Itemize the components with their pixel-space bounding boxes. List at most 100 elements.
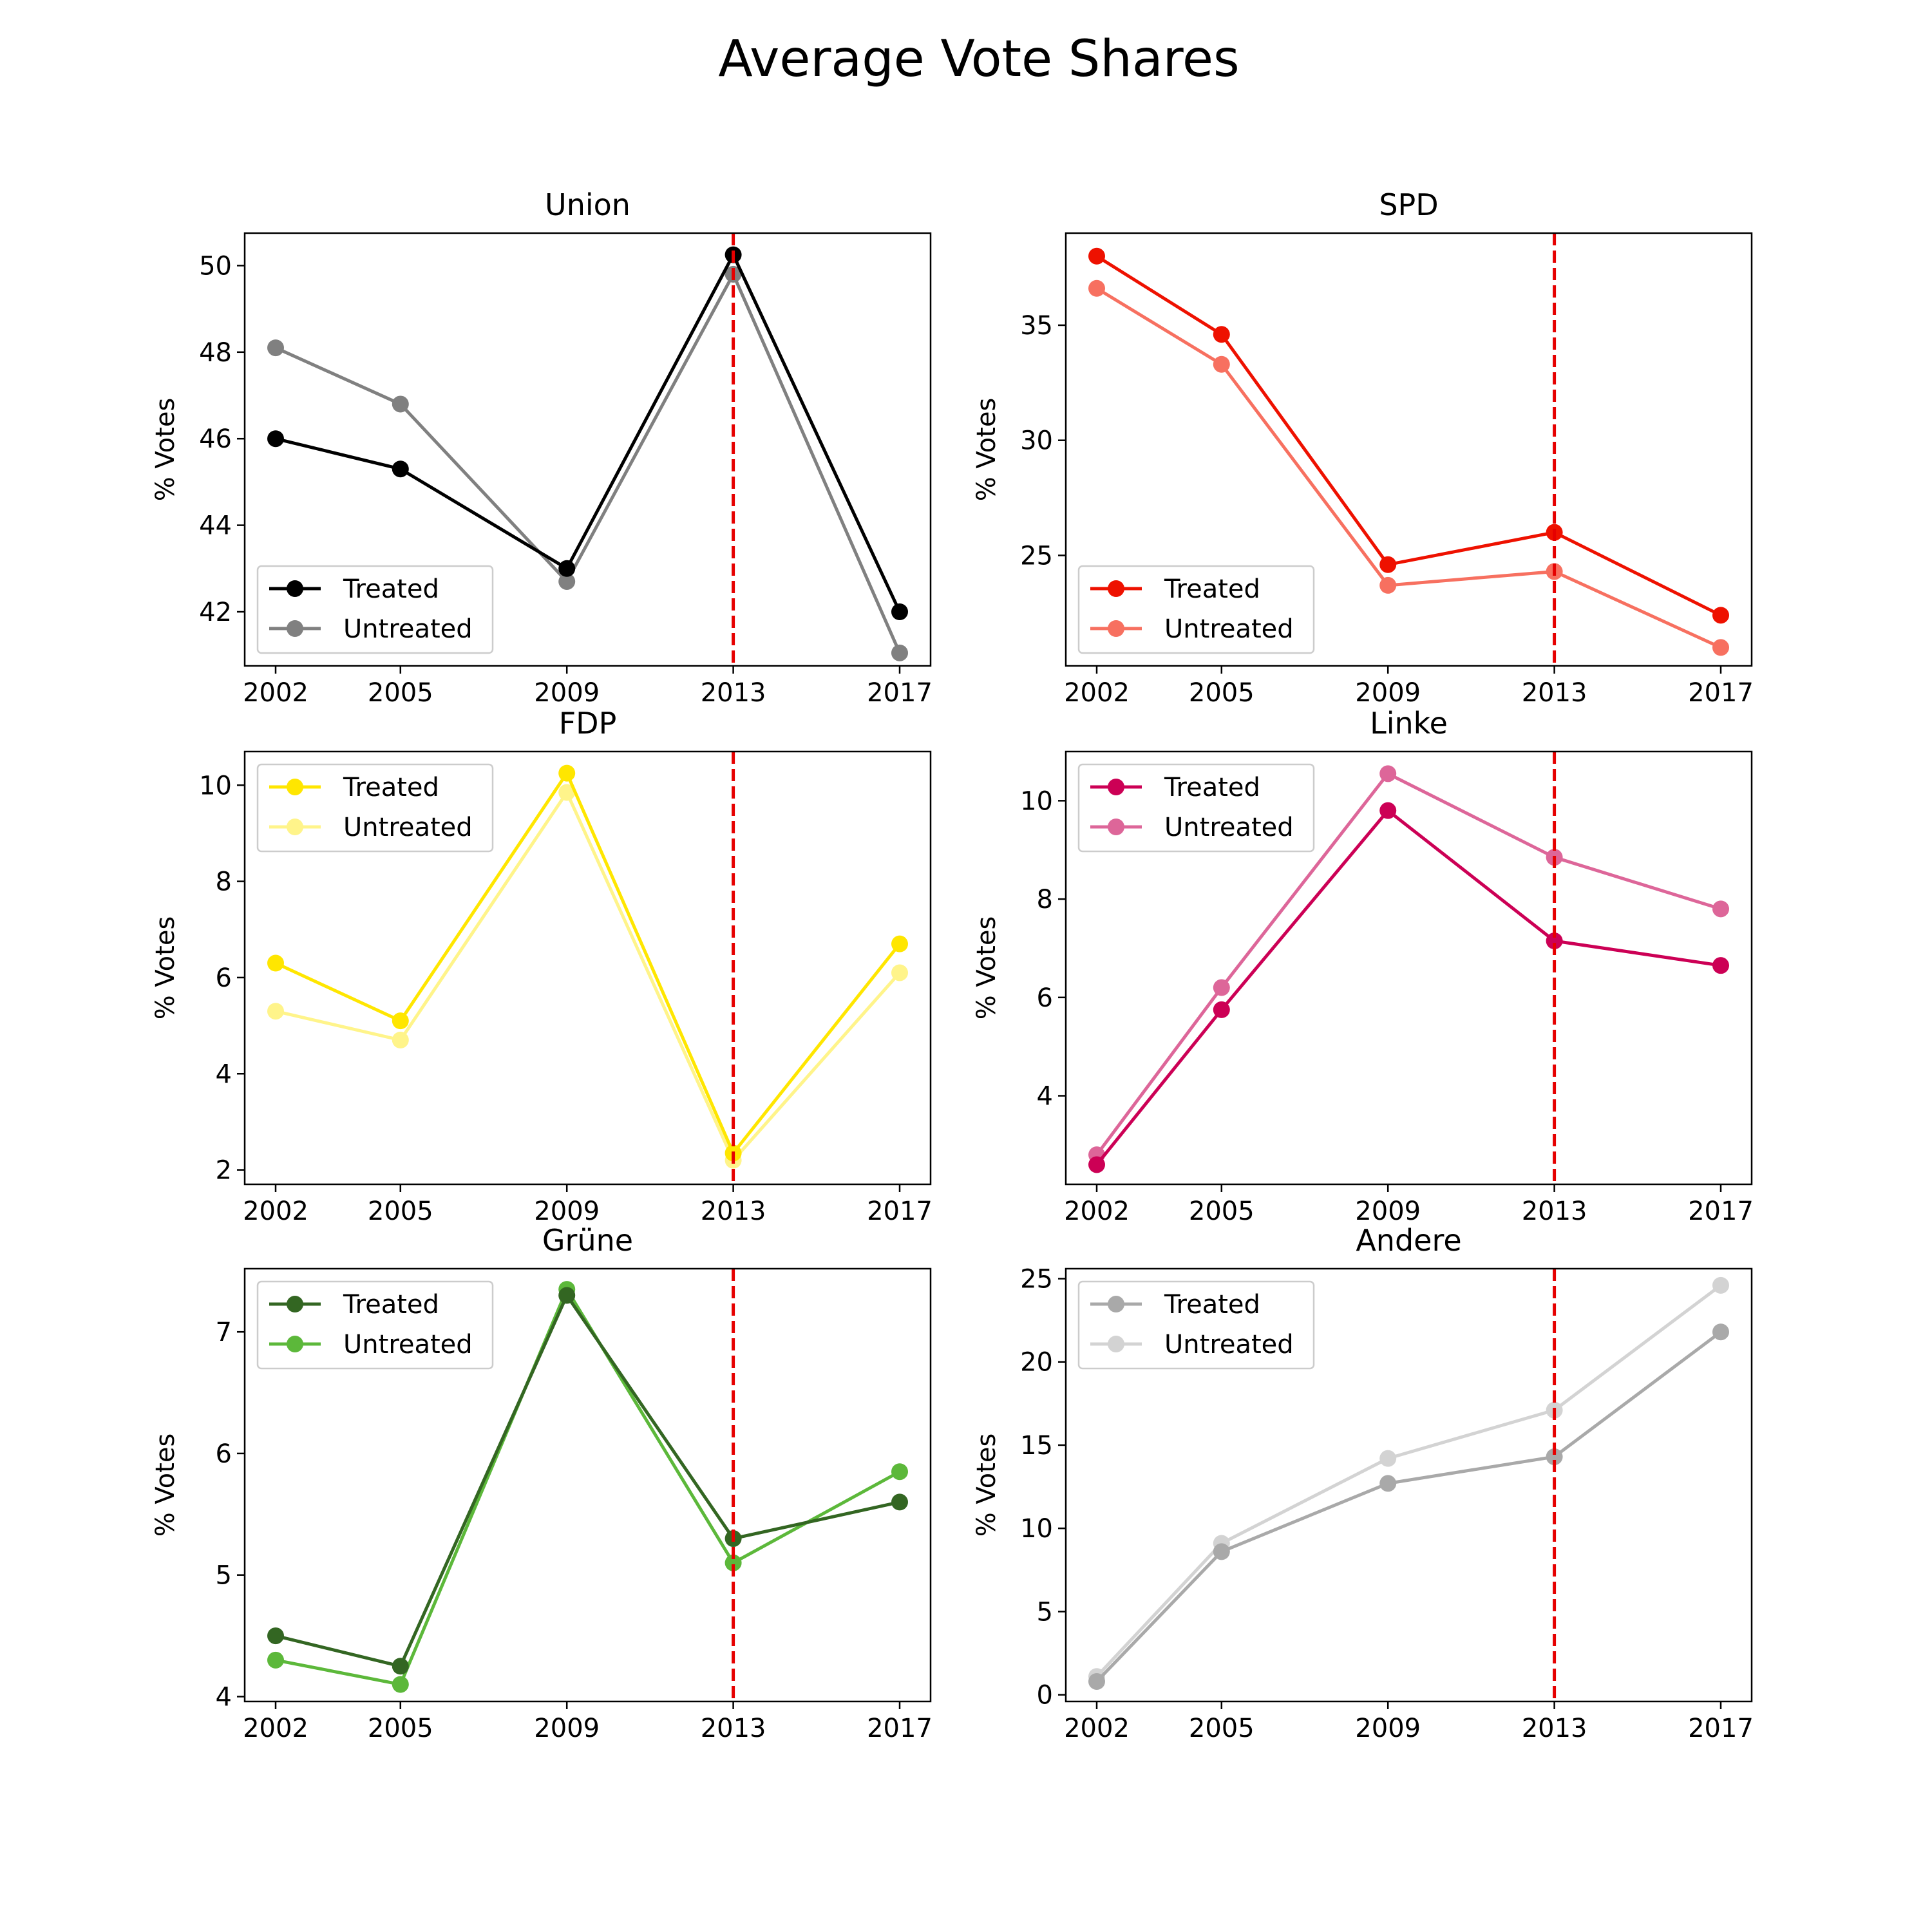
legend-swatch-marker — [287, 1336, 303, 1352]
x-tick-label: 2017 — [867, 1197, 933, 1226]
y-tick-label: 5 — [216, 1561, 232, 1591]
x-tick-label: 2017 — [867, 678, 933, 708]
x-tick-label: 2002 — [243, 1197, 308, 1226]
y-axis-label: % Votes — [151, 916, 180, 1020]
x-tick-label: 2009 — [534, 1197, 600, 1226]
y-tick-label: 0 — [1037, 1681, 1053, 1710]
legend-swatch-marker — [287, 779, 303, 795]
y-axis-label: % Votes — [151, 398, 180, 502]
y-tick-label: 25 — [1020, 541, 1053, 571]
data-point-treated — [1213, 326, 1230, 343]
y-tick-label: 6 — [216, 963, 232, 993]
y-axis-label: % Votes — [151, 1434, 180, 1537]
y-tick-label: 4 — [216, 1682, 232, 1712]
panel-title-andere: Andere — [1356, 1223, 1461, 1258]
y-tick-label: 50 — [199, 251, 232, 281]
data-point-untreated — [1379, 765, 1397, 782]
legend: Treated Untreated — [256, 1280, 494, 1370]
data-point-treated — [1379, 556, 1397, 573]
panel-title-fdp: FDP — [559, 706, 617, 741]
data-point-treated — [1546, 933, 1563, 949]
panel-union: Union % Votes 42 44 46 48 50 2002 2005 2009 2013 20… — [151, 187, 933, 708]
legend-label-untreated: Untreated — [343, 614, 473, 644]
legend: Treated Untreated — [1077, 565, 1315, 654]
x-tick-label: 2009 — [1355, 678, 1421, 708]
y-tick-label: 20 — [1020, 1348, 1053, 1378]
x-tick-label: 2009 — [1355, 1197, 1421, 1226]
data-point-treated — [267, 430, 284, 448]
legend: Treated Untreated — [256, 565, 494, 654]
y-tick-label: 44 — [199, 511, 232, 541]
data-point-treated — [1213, 1001, 1230, 1018]
panel-title-union: Union — [545, 187, 630, 222]
y-tick-label: 6 — [1037, 983, 1053, 1013]
x-tick-label: 2013 — [701, 1197, 766, 1226]
legend-label-treated: Treated — [343, 1290, 439, 1320]
panel-title-grune: Grüne — [542, 1223, 633, 1258]
legend-label-untreated: Untreated — [343, 1330, 473, 1359]
x-tick-label: 2005 — [368, 1714, 433, 1743]
data-point-untreated — [1712, 1276, 1729, 1294]
legend-swatch-marker — [1108, 620, 1124, 637]
data-point-untreated — [891, 1463, 908, 1481]
data-point-treated — [267, 1627, 284, 1645]
data-point-treated — [392, 1012, 409, 1030]
y-tick-label: 4 — [1037, 1082, 1053, 1112]
plot-frame — [1065, 232, 1753, 667]
legend-swatch-marker — [1108, 580, 1124, 597]
x-tick-label: 2017 — [1688, 1714, 1754, 1743]
data-point-untreated — [392, 1676, 409, 1693]
y-tick-label: 10 — [199, 771, 232, 800]
data-point-treated — [1712, 1323, 1729, 1341]
figure-title: Average Vote Shares — [718, 30, 1239, 88]
x-tick-label: 2002 — [1064, 1714, 1130, 1743]
data-point-treated — [558, 764, 576, 782]
legend-label-treated: Treated — [343, 574, 439, 604]
legend-label-untreated: Untreated — [343, 813, 473, 842]
x-tick-label: 2009 — [534, 1714, 600, 1743]
y-tick-label: 30 — [1020, 426, 1053, 456]
x-tick-label: 2013 — [701, 1714, 766, 1743]
data-point-treated — [1379, 1475, 1397, 1492]
legend-label-untreated: Untreated — [1164, 614, 1294, 644]
x-tick-label: 2013 — [701, 678, 766, 708]
data-point-untreated — [1712, 900, 1729, 918]
data-point-untreated — [392, 1032, 409, 1048]
panel-linke: Linke % Votes 4 6 8 10 2002 2005 2009 2013 2017 Tre… — [972, 706, 1754, 1226]
legend: Treated Untreated — [1077, 1280, 1315, 1370]
plot-frame — [243, 1267, 932, 1703]
x-tick-label: 2017 — [1688, 1197, 1754, 1226]
data-point-untreated — [724, 1554, 742, 1571]
data-point-untreated — [1213, 355, 1230, 373]
plot-frame — [1065, 750, 1753, 1186]
panel-grune: Grüne % Votes 4 5 6 7 2002 2005 2009 2013 2017 Trea… — [151, 1223, 933, 1743]
legend-label-untreated: Untreated — [1164, 813, 1294, 842]
data-point-treated — [392, 460, 409, 478]
legend-swatch-marker — [287, 819, 303, 835]
data-point-treated — [1712, 607, 1729, 624]
data-point-treated — [1213, 1543, 1230, 1560]
data-point-treated — [392, 1658, 409, 1675]
legend-label-treated: Treated — [1164, 574, 1260, 604]
data-point-untreated — [558, 784, 576, 801]
x-tick-label: 2005 — [368, 678, 433, 708]
data-point-untreated — [1213, 979, 1230, 996]
data-point-untreated — [392, 395, 409, 413]
x-tick-label: 2002 — [1064, 1197, 1130, 1226]
y-tick-label: 5 — [1037, 1597, 1053, 1627]
plot-frame — [243, 232, 932, 667]
data-point-treated — [1088, 1672, 1105, 1690]
panel-fdp: FDP % Votes 2 4 6 8 10 2002 2005 2009 2013 2017 Trea… — [151, 706, 933, 1226]
x-tick-label: 2002 — [243, 678, 308, 708]
y-tick-label: 6 — [216, 1439, 232, 1469]
data-point-treated — [558, 560, 576, 577]
x-tick-label: 2005 — [1189, 678, 1255, 708]
data-point-untreated — [558, 573, 576, 590]
data-point-treated — [1088, 1156, 1105, 1173]
y-axis-label: % Votes — [972, 398, 1001, 502]
data-point-treated — [891, 935, 908, 952]
legend-swatch-marker — [1108, 1296, 1124, 1312]
y-axis-label: % Votes — [972, 1434, 1001, 1537]
x-tick-label: 2005 — [1189, 1714, 1255, 1743]
